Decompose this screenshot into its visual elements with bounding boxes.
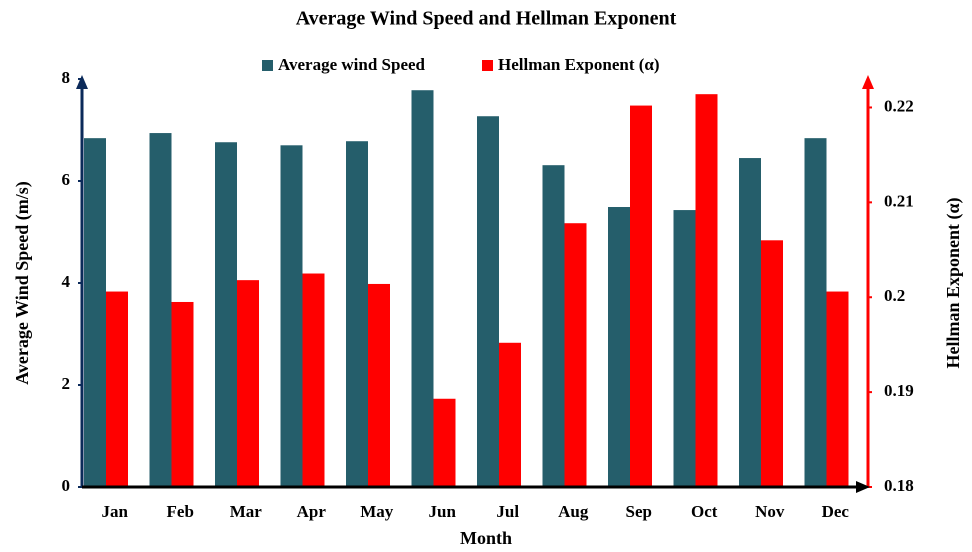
x-tick-label: May	[360, 502, 394, 521]
bar	[761, 240, 783, 487]
bar	[695, 94, 718, 487]
bar	[84, 138, 106, 487]
y2-tick-label: 0.18	[884, 476, 914, 495]
x-tick-label: Oct	[691, 502, 718, 521]
bar	[106, 291, 128, 487]
x-axis-arrow	[856, 481, 870, 493]
y-tick-label: 6	[62, 170, 71, 189]
bar	[346, 141, 368, 487]
y-tick-label: 8	[62, 68, 71, 87]
y-tick-label: 2	[62, 374, 71, 393]
bar	[608, 207, 630, 487]
x-axis-label: Month	[460, 528, 512, 548]
bar	[171, 301, 194, 487]
y2-tick-label: 0.19	[884, 381, 914, 400]
bar	[477, 116, 499, 487]
bar	[411, 90, 434, 487]
bar	[237, 280, 259, 487]
x-tick-label: Mar	[230, 502, 263, 521]
bar	[673, 210, 696, 487]
bar	[542, 165, 565, 487]
x-tick-label: Aug	[558, 502, 589, 521]
legend-label: Hellman Exponent (α)	[498, 55, 660, 74]
x-tick-label: Jul	[496, 502, 519, 521]
y2-axis-arrow	[862, 75, 874, 89]
x-tick-label: Dec	[822, 502, 850, 521]
y2-tick-label: 0.2	[884, 286, 905, 305]
bar	[149, 133, 172, 487]
bar	[499, 342, 521, 487]
x-tick-label: Sep	[626, 502, 652, 521]
legend-swatch	[482, 60, 493, 71]
y-tick-label: 4	[62, 272, 71, 291]
bar	[215, 142, 237, 488]
legend-label: Average wind Speed	[278, 55, 426, 74]
bar	[739, 158, 761, 488]
y-axis-arrow	[76, 75, 88, 89]
x-tick-label: Jun	[429, 502, 457, 521]
bar	[302, 273, 325, 487]
bar	[564, 223, 587, 487]
y2-tick-label: 0.22	[884, 96, 914, 115]
y2-tick-label: 0.21	[884, 191, 914, 210]
x-tick-label: Feb	[167, 502, 194, 521]
bar	[368, 283, 390, 487]
legend-swatch	[262, 60, 273, 71]
x-tick-label: Apr	[297, 502, 327, 521]
bar	[280, 145, 303, 488]
y2-axis-label: Hellman Exponent (α)	[943, 197, 964, 368]
bar	[630, 105, 652, 487]
bar	[433, 398, 456, 487]
y-axis-label: Average Wind Speed (m/s)	[12, 181, 33, 385]
y-tick-label: 0	[62, 476, 71, 495]
bar	[826, 291, 849, 487]
chart-title: Average Wind Speed and Hellman Exponent	[296, 8, 677, 30]
x-tick-label: Jan	[102, 502, 129, 521]
bar	[804, 138, 827, 487]
x-tick-label: Nov	[755, 502, 785, 521]
